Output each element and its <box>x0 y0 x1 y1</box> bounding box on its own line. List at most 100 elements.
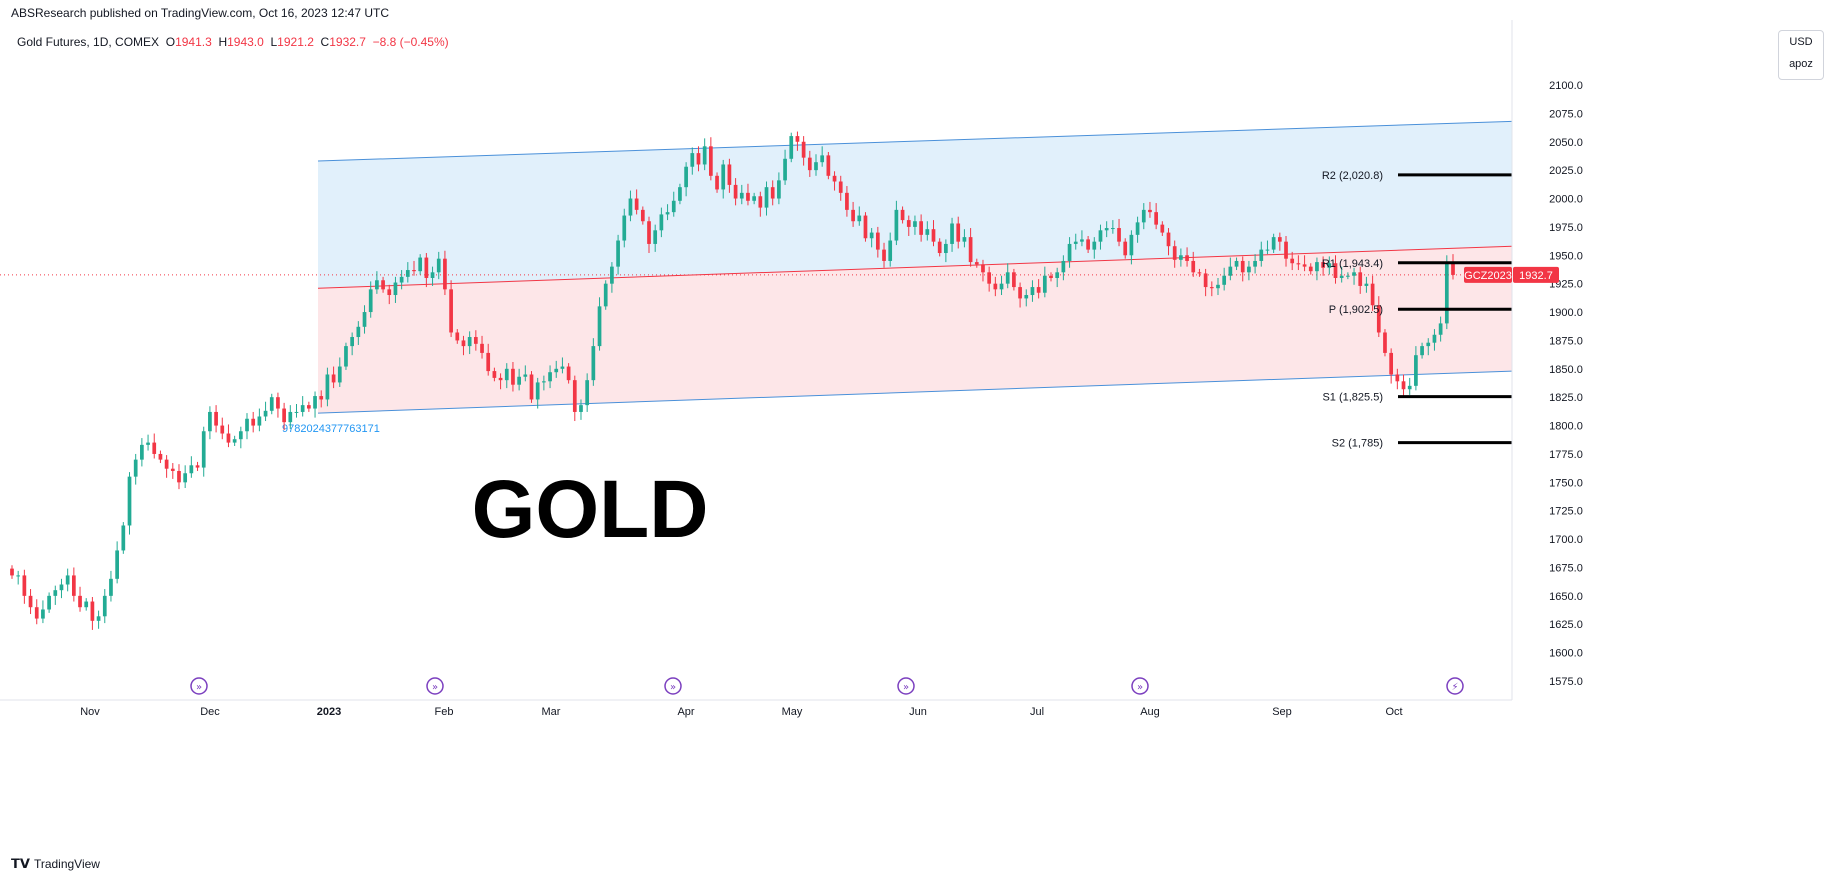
candle-down <box>220 425 225 434</box>
candle-down <box>282 408 286 423</box>
candle-down <box>71 575 76 596</box>
x-axis: Nov Dec 2023 Feb Mar Apr May Jun Jul Aug Sep Oct <box>80 706 1402 718</box>
currency-unit-button[interactable]: USD apoz <box>1778 30 1824 80</box>
candle-down <box>572 380 577 412</box>
published-header: ABSResearch published on TradingView.com… <box>11 6 389 20</box>
candle-up <box>684 166 688 188</box>
candle-up <box>127 476 132 526</box>
candle-up <box>752 196 757 201</box>
candle-down <box>331 374 336 383</box>
candle-up <box>16 575 21 577</box>
candle-down <box>34 607 39 619</box>
candle-down <box>1203 273 1208 288</box>
candle-down <box>381 280 385 290</box>
candle-up <box>356 326 361 338</box>
candle-up <box>418 257 423 272</box>
candle-up <box>368 289 373 313</box>
candle-up <box>554 368 559 373</box>
candle-up <box>814 162 818 171</box>
candle-down <box>956 223 961 242</box>
candle-down <box>1284 241 1288 259</box>
candle-down <box>1290 258 1295 264</box>
chart-title-group: GOLD <box>472 464 709 555</box>
candle-up <box>405 270 410 277</box>
candle-up <box>146 442 150 445</box>
candle-up <box>1055 272 1060 278</box>
candle-down <box>276 397 280 409</box>
y-tick-label: 2075.0 <box>1549 108 1583 120</box>
candle-up <box>1352 272 1356 276</box>
x-tick-label: Jul <box>1030 706 1044 718</box>
candle-up <box>1067 243 1072 261</box>
event-icon <box>1131 677 1149 695</box>
y-tick-label: 1675.0 <box>1549 562 1583 574</box>
candle-down <box>529 374 534 400</box>
close-label: C <box>320 35 330 49</box>
pivot-label-s1: S1 (1,825.5) <box>1322 392 1383 404</box>
candle-down <box>1358 272 1363 286</box>
candle-up <box>325 374 330 400</box>
x-tick-label: May <box>782 706 803 718</box>
candle-up <box>263 410 268 417</box>
event-arrow-icon: » <box>670 682 676 693</box>
candle-down <box>1389 352 1394 375</box>
candle-up <box>96 616 101 621</box>
candle-up <box>1247 266 1251 273</box>
candle-down <box>1451 263 1455 275</box>
y-tick-label: 1800.0 <box>1549 421 1583 433</box>
candle-up <box>53 590 58 596</box>
candle-up <box>535 382 540 400</box>
candle-up <box>140 444 144 460</box>
candle-down <box>195 465 200 468</box>
y-tick-label: 1600.0 <box>1549 648 1583 660</box>
candle-down <box>1277 237 1282 242</box>
candle-down <box>900 209 905 221</box>
candle-down <box>78 595 82 608</box>
candle-down <box>1185 255 1189 261</box>
candle-up <box>622 215 627 241</box>
candle-down <box>152 442 157 454</box>
event-icon <box>1446 677 1464 695</box>
candle-up <box>1420 346 1424 356</box>
candle-up <box>1129 234 1134 256</box>
event-icon <box>664 677 682 695</box>
symbol-legend: Gold Futures, 1D, COMEX O1941.3 H1943.0 … <box>17 35 449 49</box>
candle-up <box>1141 209 1146 223</box>
candle-down <box>226 433 231 443</box>
last-price-value: 1932.7 <box>1519 270 1553 282</box>
candle-up <box>1259 249 1264 261</box>
candle-down <box>1160 224 1165 233</box>
candles <box>10 131 1455 630</box>
candle-down <box>28 595 33 608</box>
candle-down <box>826 155 831 176</box>
candle-down <box>307 405 311 409</box>
candle-up <box>1135 222 1140 235</box>
candle-down <box>1370 283 1375 306</box>
x-tick-label: Dec <box>200 706 220 718</box>
y-tick-label: 1975.0 <box>1549 222 1583 234</box>
event-icon <box>426 677 444 695</box>
candle-up <box>739 192 744 199</box>
candle-down <box>177 470 181 483</box>
candle-up <box>1407 385 1412 390</box>
y-tick-label: 1725.0 <box>1549 506 1583 518</box>
candle-up <box>1061 260 1066 273</box>
y-tick-label: 2000.0 <box>1549 194 1583 206</box>
candle-down <box>480 343 484 353</box>
currency-label: USD <box>1789 36 1813 48</box>
candle-down <box>455 332 460 341</box>
unit-label: apoz <box>1789 58 1813 70</box>
candle-up <box>337 366 342 383</box>
candle-up <box>653 230 658 244</box>
candle-up <box>1005 272 1010 284</box>
candle-up <box>1222 275 1227 285</box>
y-tick-label: 1850.0 <box>1549 364 1583 376</box>
channel-start-label: 9782024377763171 <box>282 423 380 435</box>
x-tick-label: Sep <box>1272 706 1292 718</box>
candle-down <box>1172 246 1177 260</box>
candle-up <box>690 153 695 167</box>
last-price-symbol-badge <box>1464 266 1512 283</box>
low-value: 1921.2 <box>277 35 314 49</box>
candle-up <box>84 601 89 608</box>
